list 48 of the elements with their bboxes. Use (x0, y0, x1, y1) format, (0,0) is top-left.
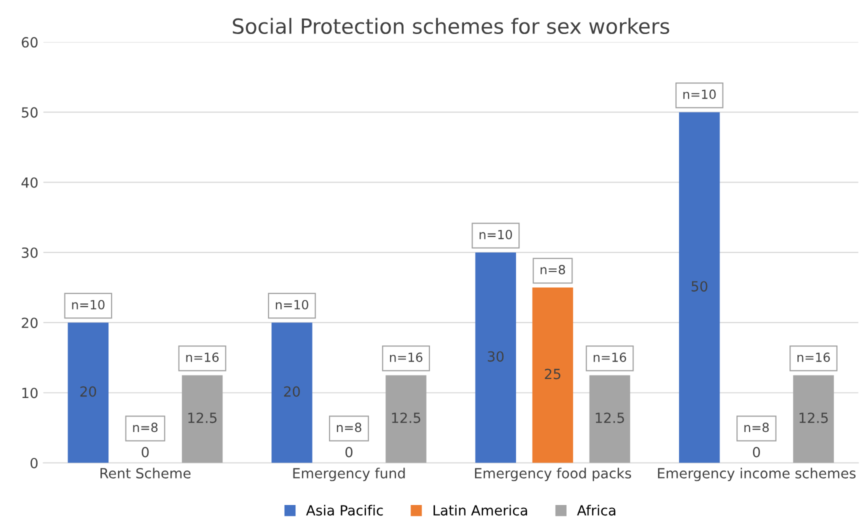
x-tick-label: Emergency fund (293, 468, 405, 482)
y-tick-label: 10 (22, 388, 38, 398)
x-tick-label: Emergency food packs (475, 468, 632, 482)
y-tick-label: 20 (22, 318, 38, 328)
annotation: n=10 (276, 300, 308, 310)
annotation: n=10 (480, 230, 512, 240)
annotation: n=8 (133, 422, 158, 432)
data-label: 20 (284, 386, 300, 397)
data-label: 12.5 (596, 412, 624, 424)
bar (589, 375, 630, 463)
annotation: n=16 (186, 352, 219, 362)
x-tick-label: Emergency income schemes (658, 468, 856, 482)
annotation: n=16 (390, 352, 422, 362)
data-label: 12.5 (392, 412, 420, 424)
x-tick-label: Rent Scheme (100, 468, 191, 478)
legend-label: Latin America (434, 504, 528, 516)
annotation: n=16 (594, 352, 626, 362)
data-label: 30 (488, 351, 504, 362)
data-label: 0 (142, 446, 149, 458)
chart-title: Social Protection schemes for sex workers (232, 18, 670, 34)
y-tick-label: 30 (22, 247, 38, 258)
bar (793, 375, 834, 463)
data-label: 12.5 (800, 412, 828, 424)
data-label: 25 (544, 368, 560, 380)
annotation: n=8 (540, 264, 566, 274)
bar (386, 375, 426, 463)
annotation: n=16 (797, 352, 830, 362)
legend-label: Africa (577, 504, 616, 516)
annotation: n=8 (744, 422, 769, 432)
bar (679, 112, 720, 463)
y-tick-label: 60 (22, 37, 38, 48)
bar (182, 375, 223, 463)
data-label: 12.5 (188, 412, 217, 424)
data-label: 0 (752, 446, 760, 458)
y-tick-label: 0 (30, 458, 38, 468)
bar (272, 322, 312, 463)
data-label: 0 (345, 446, 352, 458)
annotation: n=10 (72, 300, 104, 310)
bar (68, 322, 109, 463)
bar (475, 252, 516, 463)
data-label: 50 (692, 281, 708, 292)
annotation: n=8 (336, 422, 362, 432)
legend-label: Asia Pacific (306, 504, 383, 516)
data-label: 20 (80, 386, 96, 397)
y-tick-label: 40 (21, 177, 38, 188)
bar (532, 288, 574, 463)
y-tick-label: 50 (22, 107, 38, 118)
annotation: n=10 (683, 90, 716, 100)
